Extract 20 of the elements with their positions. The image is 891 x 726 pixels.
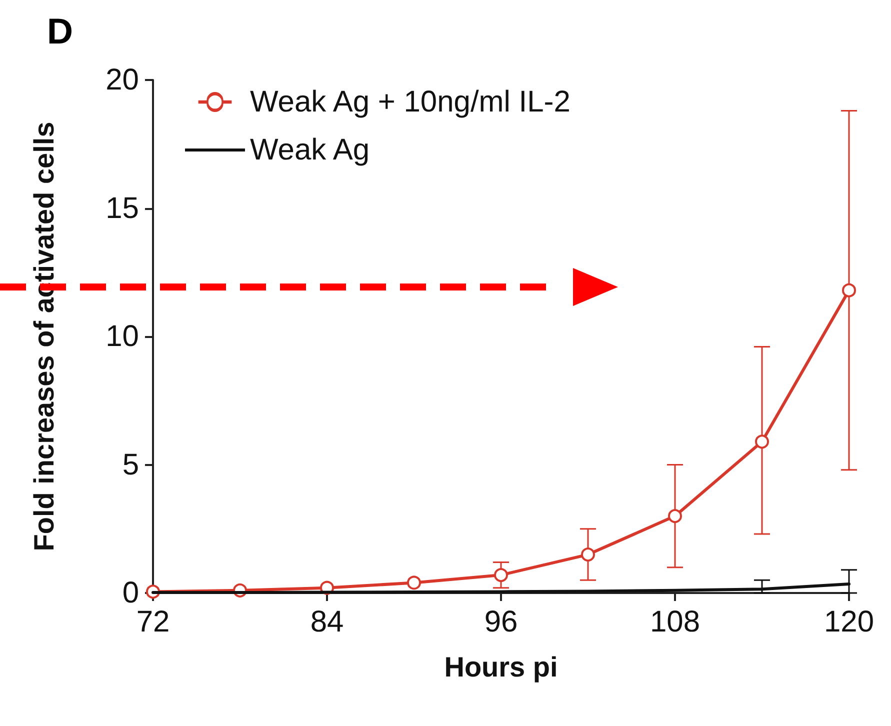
- x-tick-label: 84: [310, 606, 344, 638]
- y-tick-label: 20: [106, 64, 139, 96]
- x-tick-label: 96: [484, 606, 518, 638]
- y-tick-label: 5: [122, 448, 139, 482]
- point: [581, 548, 595, 562]
- y-tick-label: 10: [106, 320, 139, 353]
- x-tick-label: 120: [824, 606, 874, 638]
- point: [668, 509, 682, 524]
- chart-title: D: [47, 10, 73, 52]
- y-axis-title: Fold increases of activated cells: [28, 122, 60, 552]
- legend-label: Weak Ag: [250, 134, 370, 166]
- x-tick-label: 108: [650, 606, 700, 638]
- y-tick-label: 15: [106, 192, 139, 225]
- point: [407, 576, 421, 590]
- x-axis-title: Hours pi: [444, 652, 558, 682]
- point: [842, 283, 856, 298]
- y-tick-label: 0: [122, 576, 139, 610]
- point: [755, 434, 769, 449]
- legend-label: Weak Ag + 10ng/ml IL-2: [250, 86, 570, 118]
- x-tick-label: 72: [136, 606, 170, 638]
